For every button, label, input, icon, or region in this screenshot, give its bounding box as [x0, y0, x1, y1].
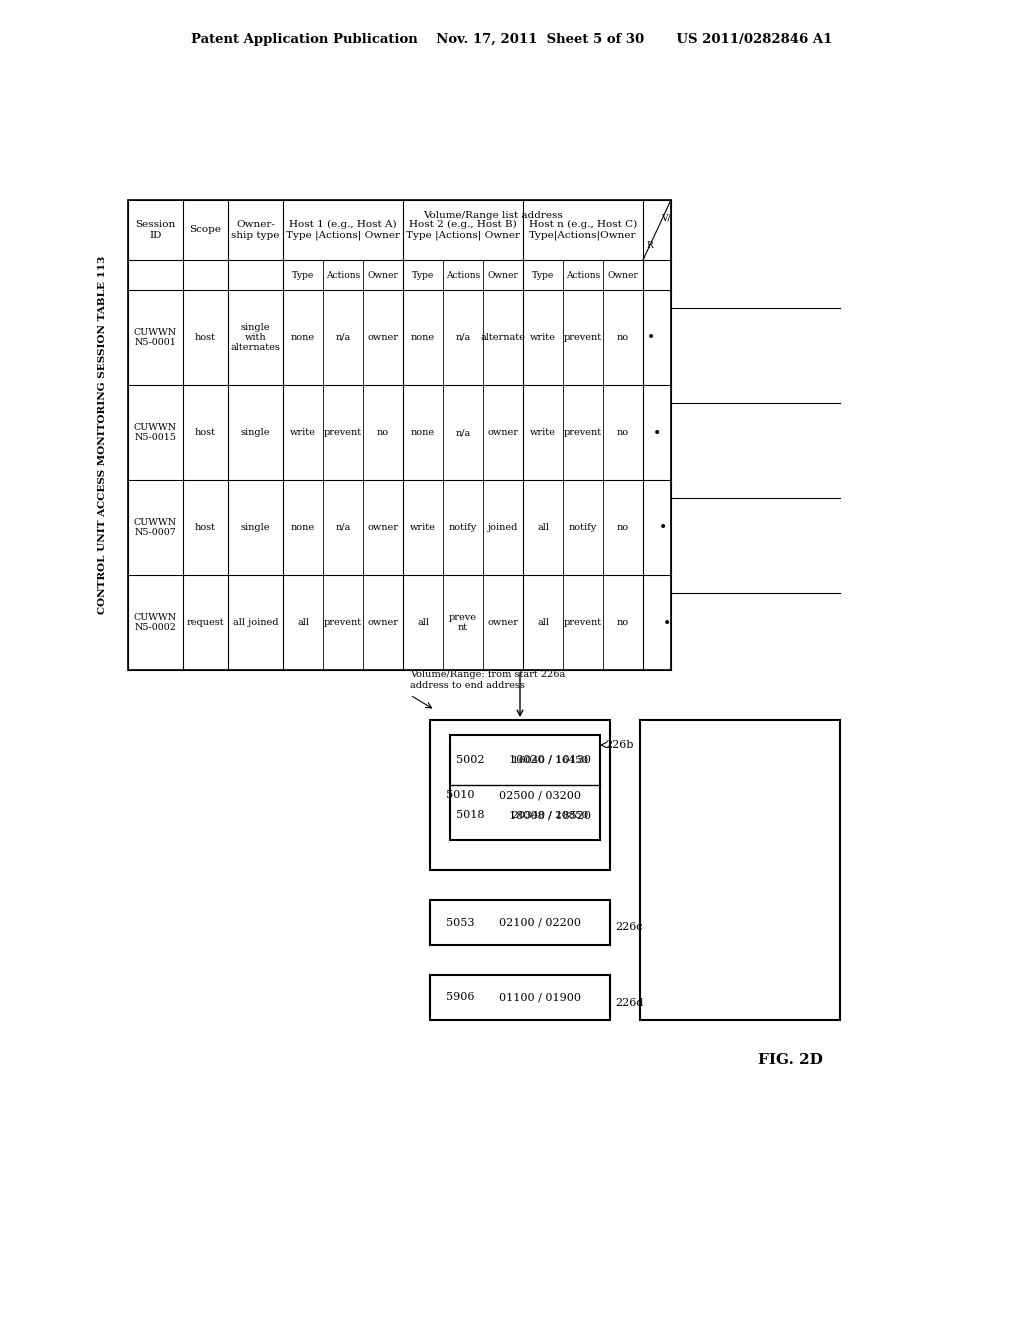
Text: Type: Type [531, 271, 554, 280]
Text: owner: owner [487, 618, 518, 627]
Text: 20340 / 20850: 20340 / 20850 [512, 810, 588, 820]
Text: no: no [616, 618, 629, 627]
Text: alternate: alternate [480, 333, 525, 342]
Text: joined: joined [487, 523, 518, 532]
Text: 01100 / 01900: 01100 / 01900 [499, 993, 581, 1002]
Text: 5018: 5018 [456, 810, 484, 820]
Text: •: • [653, 425, 662, 440]
Text: Owner: Owner [607, 271, 638, 280]
Text: Type: Type [412, 271, 434, 280]
Text: prevent: prevent [564, 428, 602, 437]
Text: •: • [663, 615, 671, 630]
Text: Volume/Range list address: Volume/Range list address [423, 210, 563, 219]
Text: 02500 / 03200: 02500 / 03200 [499, 789, 581, 800]
Text: no: no [616, 523, 629, 532]
Text: none: none [291, 333, 315, 342]
Text: 10020 / 10130: 10020 / 10130 [509, 755, 591, 766]
Text: Scope: Scope [189, 226, 221, 235]
Text: all: all [417, 618, 429, 627]
Text: 5906: 5906 [445, 993, 474, 1002]
Text: preve
nt: preve nt [449, 612, 477, 632]
Text: all: all [537, 618, 549, 627]
Text: Host 1 (e.g., Host A)
Type |Actions| Owner: Host 1 (e.g., Host A) Type |Actions| Own… [286, 220, 400, 240]
Text: all: all [537, 523, 549, 532]
Bar [430, 975, 610, 1020]
Text: Actions: Actions [566, 271, 600, 280]
Text: single
with
alternates: single with alternates [230, 322, 281, 352]
Text: Actions: Actions [445, 271, 480, 280]
Text: owner: owner [487, 428, 518, 437]
Text: 5002: 5002 [456, 755, 484, 766]
Text: write: write [530, 428, 556, 437]
Text: none: none [411, 428, 435, 437]
Text: all: all [297, 618, 309, 627]
Text: n/a: n/a [456, 333, 471, 342]
Text: single: single [241, 428, 270, 437]
Text: none: none [411, 333, 435, 342]
Text: Session
ID: Session ID [135, 220, 176, 240]
Text: prevent: prevent [564, 618, 602, 627]
Text: 02100 / 02200: 02100 / 02200 [499, 917, 581, 928]
Text: request: request [186, 618, 224, 627]
Bar [128, 201, 671, 671]
Text: prevent: prevent [564, 333, 602, 342]
Text: Owner: Owner [487, 271, 518, 280]
Bar [640, 719, 840, 1020]
Text: no: no [616, 428, 629, 437]
Text: write: write [530, 333, 556, 342]
Text: no: no [616, 333, 629, 342]
Text: 5053: 5053 [445, 917, 474, 928]
Text: CUWWN
N5-0002: CUWWN N5-0002 [134, 612, 177, 632]
Text: write: write [290, 428, 316, 437]
Text: Volume/Range: from start 226a
address to end address: Volume/Range: from start 226a address to… [410, 671, 565, 689]
Text: •: • [647, 330, 655, 345]
Text: R: R [646, 240, 653, 249]
Text: CONTROL UNIT ACCESS MONITORING SESSION TABLE 113: CONTROL UNIT ACCESS MONITORING SESSION T… [98, 256, 108, 614]
Text: Type: Type [292, 271, 314, 280]
Bar [450, 735, 600, 840]
Text: CUWWN
N5-0001: CUWWN N5-0001 [134, 327, 177, 347]
Text: Host 2 (e.g., Host B)
Type |Actions| Owner: Host 2 (e.g., Host B) Type |Actions| Own… [406, 220, 520, 240]
Text: CUWWN
N5-0015: CUWWN N5-0015 [134, 422, 177, 442]
Text: n/a: n/a [336, 523, 350, 532]
Text: write: write [410, 523, 436, 532]
Bar [430, 900, 610, 945]
Text: single: single [241, 523, 270, 532]
Text: Patent Application Publication    Nov. 17, 2011  Sheet 5 of 30       US 2011/028: Patent Application Publication Nov. 17, … [191, 33, 833, 46]
Text: CUWWN
N5-0007: CUWWN N5-0007 [134, 517, 177, 537]
Text: •: • [658, 520, 667, 535]
Text: Owner-
ship type: Owner- ship type [231, 220, 280, 240]
Text: 5010: 5010 [445, 789, 474, 800]
Text: all joined: all joined [232, 618, 279, 627]
Text: host: host [195, 333, 216, 342]
Text: owner: owner [368, 333, 398, 342]
Text: 226c: 226c [615, 923, 643, 932]
Text: Actions: Actions [326, 271, 360, 280]
Bar [430, 719, 610, 870]
Text: 226b: 226b [605, 741, 634, 750]
Text: no: no [377, 428, 389, 437]
Text: host: host [195, 428, 216, 437]
Text: prevent: prevent [324, 618, 362, 627]
Text: owner: owner [368, 618, 398, 627]
Text: 18008 / 18520: 18008 / 18520 [509, 810, 591, 820]
Text: prevent: prevent [324, 428, 362, 437]
Text: 226d: 226d [615, 998, 643, 1007]
Text: owner: owner [368, 523, 398, 532]
Text: FIG. 2D: FIG. 2D [758, 1053, 822, 1067]
Text: n/a: n/a [456, 428, 471, 437]
Text: notify: notify [569, 523, 597, 532]
Text: n/a: n/a [336, 333, 350, 342]
Text: 16040 / 16450: 16040 / 16450 [512, 755, 588, 764]
Text: Host n (e.g., Host C)
Type|Actions|Owner: Host n (e.g., Host C) Type|Actions|Owner [528, 220, 637, 240]
Text: notify: notify [449, 523, 477, 532]
Text: none: none [291, 523, 315, 532]
Text: V/: V/ [660, 214, 670, 223]
Text: Owner: Owner [368, 271, 398, 280]
Text: host: host [195, 523, 216, 532]
